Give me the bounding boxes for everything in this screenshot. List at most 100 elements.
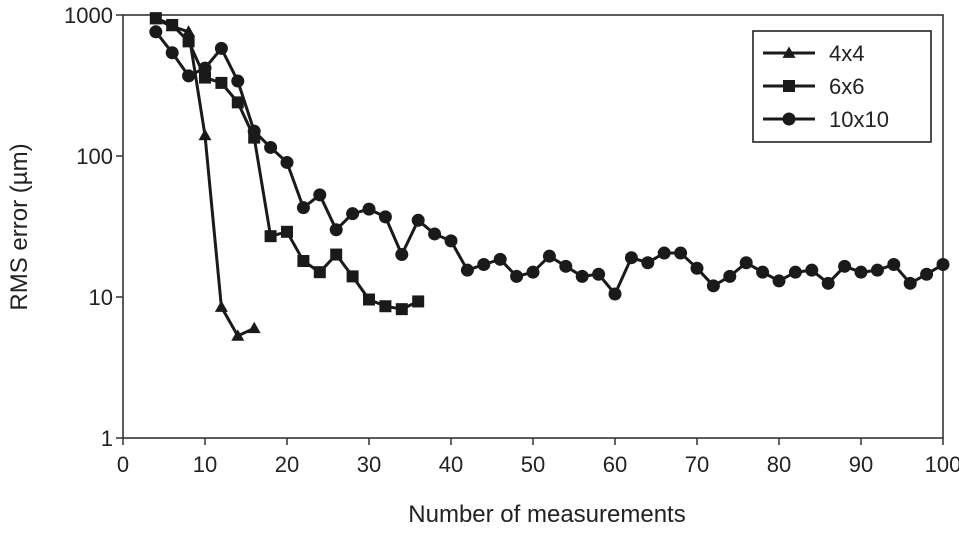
circle-marker	[182, 69, 196, 83]
circle-marker	[641, 256, 655, 270]
x-tick-label: 20	[275, 452, 299, 477]
circle-marker	[165, 46, 179, 60]
y-tick-label: 100	[76, 144, 113, 169]
square-marker	[199, 71, 211, 84]
series-circle	[149, 25, 950, 301]
x-axis-title: Number of measurements	[408, 501, 685, 528]
legend-label: 10x10	[829, 107, 889, 132]
legend-entry: 4x4	[763, 41, 864, 66]
square-marker	[281, 225, 293, 238]
circle-marker	[592, 267, 606, 281]
circle-marker	[198, 61, 212, 75]
circle-marker	[854, 265, 868, 279]
circle-marker	[756, 265, 770, 279]
circle-marker	[477, 258, 491, 272]
circle-marker	[346, 207, 360, 221]
legend-entry: 10x10	[763, 107, 889, 132]
square-marker	[231, 96, 244, 109]
triangle-marker	[214, 300, 228, 312]
y-tick-label: 10	[89, 285, 113, 310]
triangle-marker	[182, 25, 196, 37]
y-tick-label: 1000	[64, 3, 113, 28]
triangle-marker	[782, 46, 796, 58]
square-marker	[363, 293, 375, 306]
circle-marker	[706, 279, 720, 293]
circle-marker	[296, 201, 310, 215]
x-tick-label: 90	[849, 452, 873, 477]
legend: 4x4 6x6 10x10	[752, 30, 932, 143]
x-tick-label: 50	[521, 452, 545, 477]
circle-marker	[657, 246, 671, 260]
square-marker	[182, 35, 195, 48]
circle-marker	[395, 248, 409, 262]
square-marker	[395, 303, 408, 316]
circle-marker	[264, 140, 278, 154]
series-layer	[149, 12, 950, 341]
circle-marker	[444, 234, 458, 248]
square-marker	[264, 230, 277, 243]
circle-marker	[378, 210, 392, 224]
circle-marker	[460, 263, 474, 277]
circle-marker	[821, 276, 835, 290]
square-marker	[783, 80, 795, 92]
circle-marker	[772, 274, 786, 288]
square-marker	[166, 18, 179, 31]
square-marker	[313, 266, 326, 279]
circle-marker	[624, 251, 638, 265]
triangle-marker	[247, 321, 261, 334]
legend-label: 4x4	[829, 41, 864, 66]
y-tick-label: 1	[101, 426, 113, 451]
circle-marker	[428, 227, 442, 241]
circle-marker	[526, 265, 540, 279]
circle-marker	[280, 155, 294, 169]
circle-marker	[214, 41, 228, 55]
circle-marker	[690, 261, 704, 275]
circle-marker	[805, 263, 819, 277]
circle-marker	[247, 124, 261, 138]
x-tick-label: 60	[603, 452, 627, 477]
x-tick-label: 10	[193, 452, 217, 477]
circle-marker	[887, 258, 901, 272]
circle-marker	[575, 269, 589, 283]
circle-marker	[920, 267, 934, 281]
circle-marker	[782, 112, 796, 126]
square-marker	[330, 248, 343, 261]
x-tick-label: 70	[685, 452, 709, 477]
circle-marker	[411, 213, 425, 227]
square-marker	[346, 270, 359, 283]
circle-marker	[510, 269, 524, 283]
square-marker	[149, 12, 162, 25]
x-tick-label: 100	[925, 452, 959, 477]
square-marker	[412, 295, 425, 308]
circle-marker	[739, 256, 753, 270]
circle-marker	[870, 263, 884, 277]
circle-marker	[903, 276, 917, 290]
circle-marker	[788, 265, 802, 279]
circle-marker	[493, 252, 507, 266]
triangle-marker	[198, 128, 212, 141]
circle-marker	[838, 259, 852, 273]
y-axis-title: RMS error (µm)	[6, 143, 33, 310]
circle-marker	[149, 25, 163, 39]
circle-marker	[329, 223, 343, 237]
circle-marker	[608, 287, 622, 301]
x-tick-label: 80	[767, 452, 791, 477]
legend-entry: 6x6	[763, 74, 864, 99]
circle-marker	[674, 246, 688, 260]
circle-marker	[936, 258, 950, 272]
x-tick-label: 30	[357, 452, 381, 477]
circle-marker	[559, 259, 573, 273]
x-tick-label: 0	[117, 452, 129, 477]
circle-marker	[542, 249, 556, 263]
square-marker	[297, 255, 310, 268]
legend-label: 6x6	[829, 74, 864, 99]
circle-marker	[231, 74, 245, 88]
circle-marker	[362, 202, 376, 216]
square-marker	[379, 300, 392, 313]
x-tick-label: 40	[439, 452, 463, 477]
square-marker	[215, 76, 228, 89]
triangle-marker	[231, 329, 245, 341]
